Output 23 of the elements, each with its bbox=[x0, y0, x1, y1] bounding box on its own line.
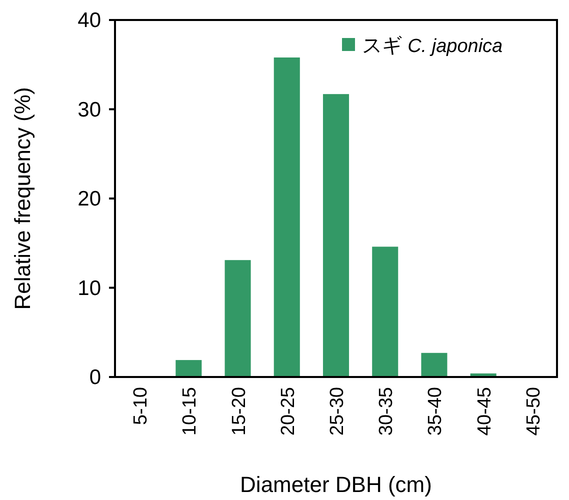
x-axis-title: Diameter DBH (cm) bbox=[240, 472, 432, 497]
y-tick-label: 40 bbox=[78, 9, 101, 32]
bar bbox=[372, 246, 398, 377]
x-tick-label: 45-50 bbox=[523, 387, 544, 436]
y-tick-label: 30 bbox=[78, 98, 101, 122]
x-tick-label: 35-40 bbox=[425, 387, 446, 436]
bar bbox=[176, 360, 202, 377]
x-tick-label: 20-25 bbox=[278, 387, 299, 436]
y-tick-label: 20 bbox=[78, 188, 101, 210]
x-tick-label: 5-10 bbox=[130, 387, 152, 426]
x-tick-label: 25-30 bbox=[327, 387, 348, 436]
y-axis-title: Relative frequency (%) bbox=[10, 87, 35, 310]
bar bbox=[274, 57, 300, 377]
x-tick-label: 10-15 bbox=[180, 387, 201, 436]
x-tick-label: 15-20 bbox=[228, 387, 250, 436]
x-tick-label: 40-45 bbox=[474, 387, 496, 436]
bar bbox=[421, 352, 448, 377]
x-tick-label: 30-35 bbox=[376, 387, 398, 436]
bar bbox=[322, 94, 350, 377]
y-tick-label: 0 bbox=[89, 366, 101, 389]
legend-label: スギ C. japonica bbox=[362, 35, 503, 57]
bar bbox=[224, 260, 251, 377]
y-tick-label: 10 bbox=[78, 276, 101, 300]
